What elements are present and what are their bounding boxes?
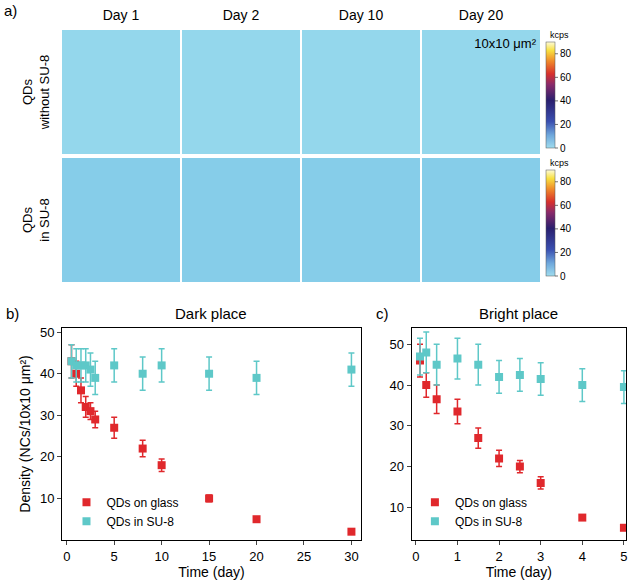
svg-text:Time (day): Time (day) — [178, 564, 244, 580]
svg-text:2: 2 — [495, 549, 502, 564]
svg-text:QDs in SU-8: QDs in SU-8 — [455, 515, 523, 529]
svg-text:Day 20: Day 20 — [459, 7, 504, 23]
svg-text:Time (day): Time (day) — [486, 564, 552, 580]
svg-text:Density (NCs/10x10 μm²): Density (NCs/10x10 μm²) — [17, 355, 33, 512]
svg-text:Day 2: Day 2 — [223, 7, 260, 23]
svg-text:Bright place: Bright place — [479, 305, 558, 322]
svg-text:40: 40 — [560, 95, 572, 106]
svg-text:25: 25 — [297, 549, 311, 564]
svg-text:in SU-8: in SU-8 — [37, 198, 52, 241]
svg-text:5: 5 — [111, 549, 118, 564]
svg-text:15: 15 — [202, 549, 216, 564]
svg-text:20: 20 — [560, 119, 572, 130]
svg-text:QDs: QDs — [20, 207, 35, 234]
svg-text:30: 30 — [344, 549, 358, 564]
svg-text:kcps: kcps — [550, 30, 569, 40]
svg-text:1: 1 — [454, 549, 461, 564]
svg-text:10x10 μm²: 10x10 μm² — [474, 36, 536, 51]
svg-text:b): b) — [6, 305, 19, 322]
svg-text:kcps: kcps — [550, 158, 569, 168]
svg-text:30: 30 — [40, 408, 54, 423]
svg-text:3: 3 — [537, 549, 544, 564]
svg-text:80: 80 — [560, 176, 572, 187]
svg-text:60: 60 — [560, 200, 572, 211]
svg-text:Day 10: Day 10 — [339, 7, 384, 23]
svg-text:4: 4 — [579, 549, 586, 564]
svg-text:10: 10 — [40, 491, 54, 506]
svg-text:10: 10 — [154, 549, 168, 564]
svg-text:QDs: QDs — [20, 79, 35, 106]
svg-text:40: 40 — [40, 366, 54, 381]
svg-text:c): c) — [376, 305, 389, 322]
svg-text:Day 1: Day 1 — [103, 7, 140, 23]
svg-text:60: 60 — [560, 72, 572, 83]
svg-text:without SU-8: without SU-8 — [37, 55, 52, 130]
svg-text:20: 20 — [40, 449, 54, 464]
svg-text:20: 20 — [560, 247, 572, 258]
svg-text:QDs in SU-8: QDs in SU-8 — [106, 515, 174, 529]
svg-text:40: 40 — [560, 223, 572, 234]
svg-text:Dark place: Dark place — [175, 305, 247, 322]
svg-text:0: 0 — [560, 271, 566, 282]
svg-text:10: 10 — [390, 500, 404, 515]
svg-text:80: 80 — [560, 48, 572, 59]
svg-text:0: 0 — [560, 143, 566, 154]
svg-text:20: 20 — [390, 459, 404, 474]
svg-text:QDs on glass: QDs on glass — [106, 496, 178, 510]
svg-text:50: 50 — [40, 325, 54, 340]
svg-text:50: 50 — [390, 337, 404, 352]
svg-text:a): a) — [4, 2, 17, 19]
svg-text:5: 5 — [620, 549, 627, 564]
svg-text:QDs on glass: QDs on glass — [455, 496, 527, 510]
svg-text:20: 20 — [249, 549, 263, 564]
svg-text:0: 0 — [412, 549, 419, 564]
svg-text:30: 30 — [390, 418, 404, 433]
svg-text:0: 0 — [63, 549, 70, 564]
svg-text:40: 40 — [390, 378, 404, 393]
